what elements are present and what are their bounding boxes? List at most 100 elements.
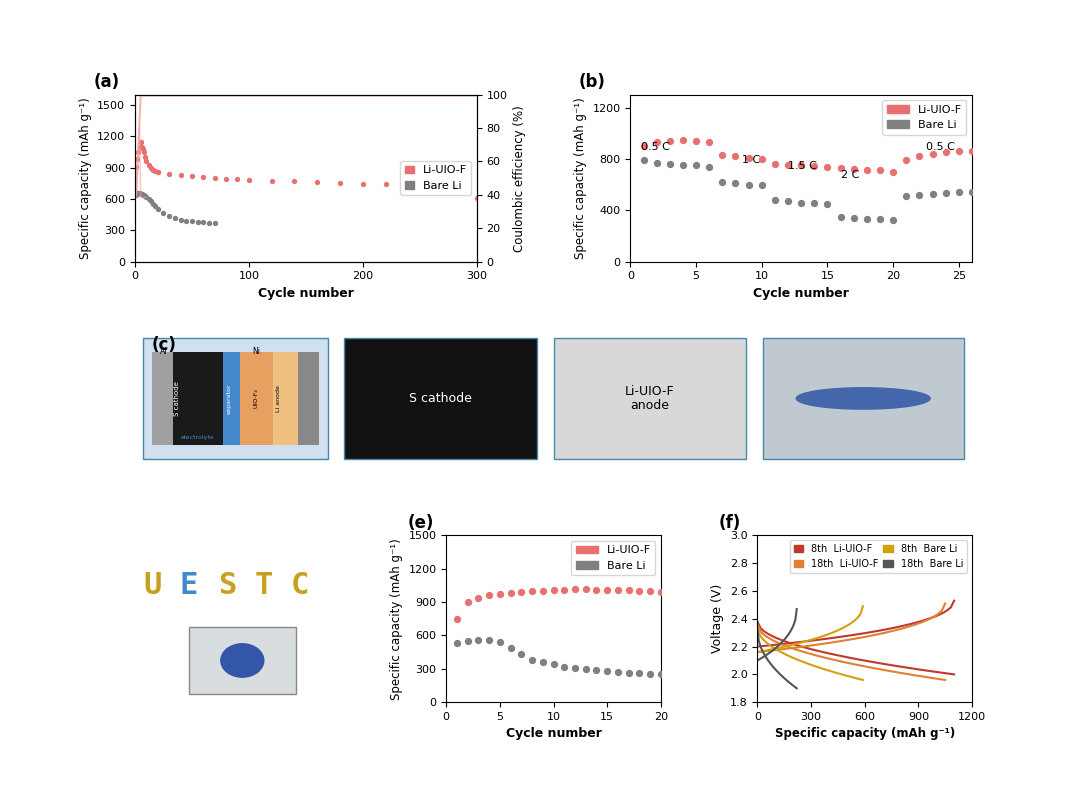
Text: Li anode: Li anode xyxy=(276,385,282,412)
Y-axis label: Specific capacity (mAh g⁻¹): Specific capacity (mAh g⁻¹) xyxy=(573,97,586,259)
Bare Li xyxy=(631,667,648,679)
Text: (b): (b) xyxy=(579,73,606,92)
Bare Li xyxy=(194,216,212,229)
Li-UIO-F xyxy=(924,148,942,160)
Bare Li xyxy=(780,195,797,208)
Circle shape xyxy=(796,387,930,409)
Bar xyxy=(151,352,173,445)
Text: separator: separator xyxy=(226,383,231,413)
Bare Li xyxy=(846,211,863,224)
Bare Li xyxy=(609,666,626,679)
Bare Li xyxy=(545,658,563,671)
Li-UIO-F xyxy=(149,166,166,178)
Bare Li xyxy=(652,667,670,680)
Bare Li xyxy=(832,211,849,223)
Li-UIO-F xyxy=(524,585,541,597)
Li-UIO-F xyxy=(147,165,164,178)
Bare Li xyxy=(620,666,637,679)
Li-UIO-F xyxy=(714,148,731,161)
Li-UIO-F xyxy=(240,174,257,186)
Y-axis label: Specific capacity (mAh g⁻¹): Specific capacity (mAh g⁻¹) xyxy=(390,538,403,700)
Bare Li xyxy=(147,200,164,212)
Li-UIO-F xyxy=(138,155,156,168)
Li-UIO-F xyxy=(535,585,552,597)
Li-UIO-F xyxy=(481,589,498,602)
Y-axis label: Coulombic efficiency (%): Coulombic efficiency (%) xyxy=(513,105,526,252)
Li-UIO-F xyxy=(377,178,394,191)
Li-UIO-F xyxy=(753,152,770,165)
X-axis label: Cycle number: Cycle number xyxy=(505,727,602,741)
Li-UIO-F xyxy=(727,150,744,163)
Bar xyxy=(173,352,222,445)
Li-UIO-F xyxy=(161,167,178,180)
Bare Li xyxy=(448,637,465,649)
Bare Li xyxy=(138,191,156,204)
Li-UIO-F xyxy=(400,178,417,191)
Li-UIO-F xyxy=(217,172,234,185)
Li-UIO-F xyxy=(491,588,509,600)
Li-UIO-F xyxy=(172,169,189,181)
Bare Li xyxy=(642,667,659,680)
Li-UIO-F xyxy=(513,585,530,598)
Li-UIO-F xyxy=(422,180,440,193)
Bare Li xyxy=(524,653,541,666)
Bare Li xyxy=(184,215,201,228)
Li-UIO-F xyxy=(819,160,836,173)
Li-UIO-F xyxy=(468,192,485,204)
Bare Li xyxy=(502,641,519,654)
Bare Li xyxy=(648,156,665,169)
Bare Li xyxy=(950,186,968,199)
Li-UIO-F xyxy=(780,159,797,171)
Bare Li xyxy=(470,634,487,646)
Bare Li xyxy=(701,160,718,173)
Bare Li xyxy=(131,187,148,200)
Text: Ni: Ni xyxy=(253,347,260,357)
Y-axis label: Voltage (V): Voltage (V) xyxy=(712,584,725,653)
Bare Li xyxy=(819,197,836,210)
Text: anode: anode xyxy=(631,398,670,412)
Bare Li xyxy=(859,212,876,225)
Li-UIO-F xyxy=(588,584,605,596)
Circle shape xyxy=(220,644,264,677)
Bare Li xyxy=(481,634,498,647)
Text: S: S xyxy=(218,571,237,600)
Bar xyxy=(144,338,327,458)
Li-UIO-F xyxy=(127,160,145,173)
Bare Li xyxy=(910,189,928,201)
Bare Li xyxy=(688,159,705,171)
Text: (e): (e) xyxy=(407,514,434,532)
Text: (d): (d) xyxy=(139,540,166,559)
Li-UIO-F xyxy=(963,144,981,157)
Bare Li xyxy=(588,664,605,677)
Bare Li xyxy=(924,187,942,200)
Bare Li xyxy=(172,214,189,226)
Li-UIO-F xyxy=(145,163,162,176)
Bare Li xyxy=(963,185,981,198)
Li-UIO-F xyxy=(806,159,823,172)
Li-UIO-F xyxy=(661,135,678,148)
Li-UIO-F xyxy=(229,173,246,185)
Bare Li xyxy=(897,190,915,203)
Li-UIO-F xyxy=(688,135,705,148)
Bare Li xyxy=(134,189,151,201)
Bare Li xyxy=(555,660,572,673)
Li-UIO-F xyxy=(652,585,670,598)
Li-UIO-F xyxy=(846,163,863,175)
Bare Li xyxy=(793,196,810,209)
Li-UIO-F xyxy=(354,178,372,190)
Legend: Li-UIO-F, Bare Li: Li-UIO-F, Bare Li xyxy=(571,541,656,575)
Bar xyxy=(189,627,296,694)
Li-UIO-F xyxy=(635,140,652,152)
Li-UIO-F xyxy=(131,140,148,153)
Li-UIO-F xyxy=(149,166,166,178)
Bare Li xyxy=(459,634,476,647)
Bare Li xyxy=(206,217,224,230)
Bar xyxy=(240,352,273,445)
Bare Li xyxy=(598,665,616,678)
Text: U: U xyxy=(143,571,161,600)
Text: S cathode: S cathode xyxy=(409,392,472,405)
Li-UIO-F xyxy=(309,176,326,189)
Li-UIO-F xyxy=(674,134,691,147)
Bar xyxy=(554,338,746,458)
Li-UIO-F xyxy=(740,151,757,164)
